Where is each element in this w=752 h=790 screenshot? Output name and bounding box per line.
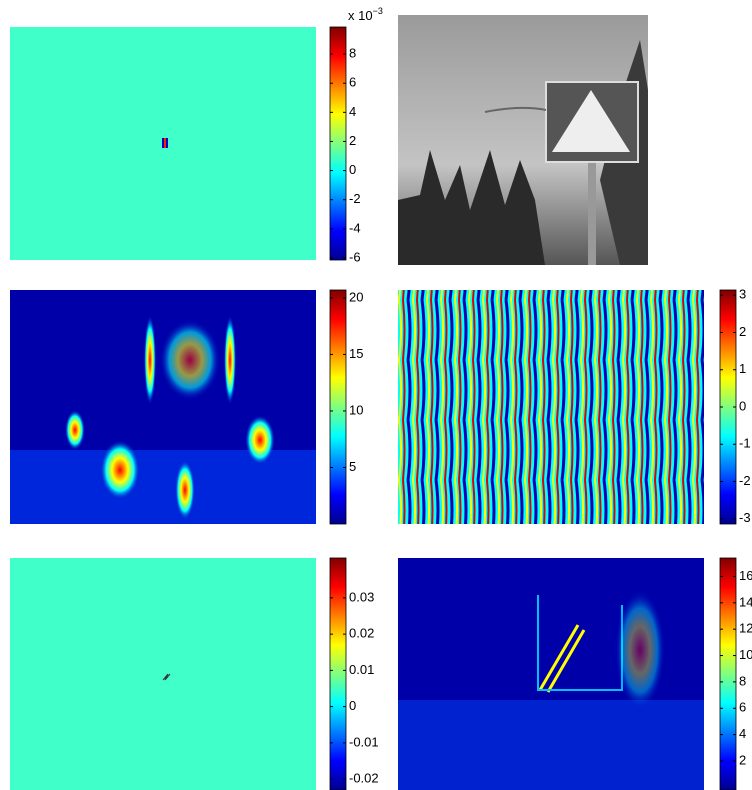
- tick-label: 15: [349, 346, 363, 361]
- figure: -6-4-202468x 10−35101520-3-2-10123-0.02-…: [0, 0, 752, 790]
- colorbar: [330, 27, 346, 260]
- tick-label: 8: [349, 46, 356, 61]
- tick-label: 6: [739, 700, 746, 715]
- multiplier-exponent: −3: [373, 6, 383, 16]
- tick-label: 4: [739, 726, 746, 741]
- photo: [398, 15, 648, 265]
- tick-label: 20: [349, 289, 363, 304]
- tick-label: 0: [349, 162, 356, 177]
- image-detail: [164, 138, 166, 148]
- tick-label: 0.02: [349, 626, 374, 641]
- tick-label: -0.02: [349, 771, 379, 786]
- colorbar: [330, 558, 346, 790]
- tick-label: -1: [739, 436, 751, 451]
- tick-label: 2: [349, 133, 356, 148]
- tick-label: 10: [739, 647, 752, 662]
- tick-label: 6: [349, 75, 356, 90]
- tick-label: 0.01: [349, 662, 374, 677]
- image: [10, 558, 316, 790]
- image: [10, 290, 316, 524]
- tick-label: 1: [739, 361, 746, 376]
- tick-label: 2: [739, 752, 746, 767]
- colorbar: [720, 558, 736, 790]
- tick-label: -3: [739, 510, 751, 525]
- multiplier: x 10−3: [348, 6, 383, 23]
- tick-label: 16: [739, 568, 752, 583]
- tick-label: 3: [739, 287, 746, 302]
- tick-label: 14: [739, 594, 752, 609]
- image: [398, 290, 704, 524]
- tick-label: 4: [349, 104, 356, 119]
- tick-label: 10: [349, 402, 363, 417]
- tick-label: 0: [739, 398, 746, 413]
- colorbar: [330, 290, 346, 524]
- tick-label: -2: [349, 191, 361, 206]
- tick-label: -6: [349, 249, 361, 264]
- tick-label: 0.03: [349, 589, 374, 604]
- tick-label: 0: [349, 698, 356, 713]
- tick-label: 12: [739, 621, 752, 636]
- image: [398, 558, 704, 790]
- tick-label: -4: [349, 220, 361, 235]
- tick-label: 5: [349, 459, 356, 474]
- tick-label: 2: [739, 324, 746, 339]
- tick-label: -2: [739, 473, 751, 488]
- tick-label: 8: [739, 673, 746, 688]
- tick-label: -0.01: [349, 734, 379, 749]
- multiplier-base: x 10: [348, 8, 373, 23]
